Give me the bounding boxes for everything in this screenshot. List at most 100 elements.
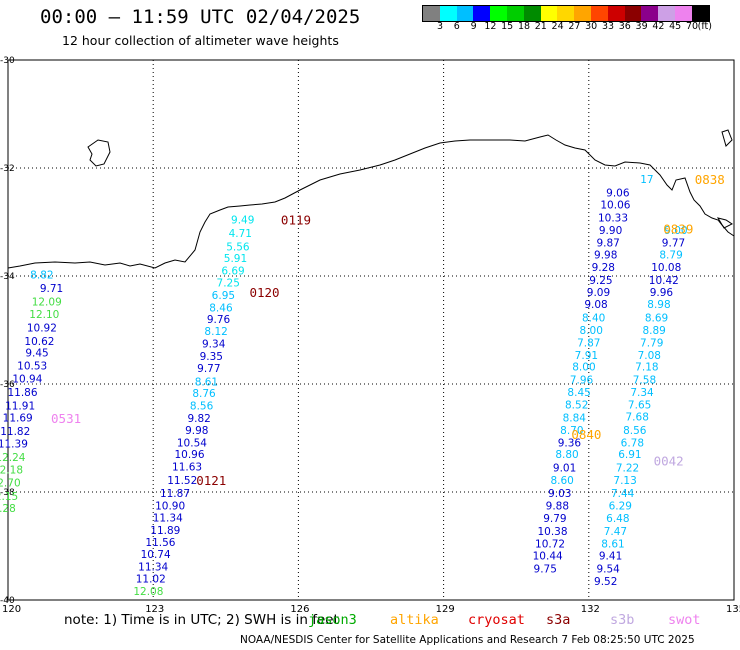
pass-labels-s3a: 0120	[249, 285, 279, 300]
wave-height-value: 9.90	[599, 225, 622, 237]
wave-height-value: 12.08	[133, 586, 163, 598]
island-east	[721, 129, 733, 147]
color-scale-label: 39	[635, 21, 648, 32]
wave-height-value: 11.86	[7, 387, 37, 399]
wave-height-value: 17	[640, 174, 653, 186]
wave-height-value: 10.92	[27, 322, 57, 334]
pass-s3a-0119: 9.49 4.715.565.916.697.256.958.469.768.12…	[133, 212, 311, 598]
color-swatch	[540, 6, 558, 21]
wave-height-value: 8.84	[563, 412, 587, 424]
lat-tick-label: -32	[0, 164, 15, 174]
wave-height-value: 8.82	[30, 269, 53, 281]
wave-height-value: 11.69	[3, 412, 33, 424]
wave-height-value: 7.44	[611, 488, 635, 500]
wave-height-value: 9.88	[546, 501, 569, 513]
lat-tick-label: -34	[0, 272, 15, 282]
wave-height-value: 9.03	[548, 488, 571, 500]
color-scale-label: 9	[470, 21, 477, 32]
wave-height-value: 6.95	[212, 290, 235, 302]
footer-note: note: 1) Time is in UTC; 2) SWH is in fe…	[64, 612, 339, 628]
color-swatch	[490, 6, 507, 21]
wave-height-value: 7.25	[217, 277, 240, 289]
wave-height-value: 9.09	[587, 287, 610, 299]
color-scale-bar	[422, 5, 710, 22]
wave-height-value: 10.90	[155, 501, 185, 513]
wave-height-value: 14.28	[0, 503, 16, 515]
wave-height-value: 10.44	[533, 551, 563, 563]
color-swatch	[506, 6, 524, 21]
pass-time-label: 0839	[663, 221, 693, 236]
color-swatch	[574, 6, 591, 21]
color-scale-label: 15	[501, 21, 514, 32]
color-swatch	[624, 6, 642, 21]
wave-height-value: 11.34	[153, 512, 183, 524]
wave-height-value: 8.46	[209, 302, 233, 314]
wave-height-value: 8.60	[550, 475, 573, 487]
wave-height-value: 11.02	[136, 573, 166, 585]
wave-height-value: 8.61	[601, 538, 624, 550]
wave-height-value: 9.25	[589, 275, 612, 287]
wave-height-value: 5.91	[224, 253, 247, 265]
wave-height-value: 9.77	[662, 238, 685, 250]
pass-time-label: 0531	[51, 411, 81, 426]
wave-height-value: 7.87	[577, 337, 600, 349]
wave-height-value: 9.00	[664, 225, 687, 237]
wave-height-value: 11.87	[160, 488, 190, 500]
wave-height-value: 10.42	[649, 275, 679, 287]
wave-height-value: 10.94	[12, 374, 42, 386]
pass-time-label: 0838	[695, 172, 725, 187]
wave-height-value: 8.98	[647, 299, 670, 311]
color-scale-label: 6	[453, 21, 460, 32]
wave-height-value: 9.45	[25, 348, 48, 360]
lat-tick-label: -38	[0, 488, 15, 498]
color-scale-label: 45	[669, 21, 682, 32]
color-swatch	[557, 6, 575, 21]
color-scale-labels: 3 6 9 12 15 18 21 24 27 30 33 36 39 42 45 70 (ft)	[424, 21, 740, 33]
color-swatch	[641, 6, 659, 21]
wave-height-value: 8.52	[565, 400, 588, 412]
wave-height-value: 12.18	[0, 464, 23, 476]
page-title: 00:00 – 11:59 UTC 02/04/2025	[40, 6, 361, 28]
color-swatch	[523, 6, 541, 21]
color-scale-label: 3	[436, 21, 444, 32]
wave-height-value: 8.69	[645, 313, 668, 325]
color-scale-unit: (ft)	[697, 21, 712, 32]
color-swatch	[691, 6, 709, 21]
pass-time-label: 0121	[196, 473, 226, 488]
wave-height-value: 9.77	[197, 363, 220, 375]
lat-tick-label: -36	[0, 380, 15, 390]
wave-height-value: 10.72	[535, 538, 565, 550]
wave-height-value: 9.98	[185, 425, 208, 437]
wave-height-value: 7.18	[635, 362, 658, 374]
wave-height-value: 6.69	[221, 266, 244, 278]
page-subtitle: 12 hour collection of altimeter wave hei…	[62, 33, 339, 48]
wave-height-value: 7.47	[604, 526, 627, 538]
color-swatch	[590, 6, 608, 21]
lon-tick-label: 123	[145, 604, 164, 615]
wave-height-value: 7.68	[626, 411, 649, 423]
color-scale-label: 36	[618, 21, 631, 32]
wave-height-value: 11.91	[5, 401, 35, 413]
lon-tick-label: 132	[581, 604, 600, 615]
wave-height-value: 11.56	[145, 537, 175, 549]
lat-tick-label: -30	[0, 56, 15, 66]
color-scale-label: 12	[484, 21, 497, 32]
wave-height-value: 8.76	[192, 388, 216, 400]
wave-height-value: 7.13	[613, 475, 636, 487]
footer-credit: NOAA/NESDIS Center for Satellite Applica…	[240, 634, 695, 646]
wave-height-value: 12.10	[29, 309, 59, 321]
color-swatch	[658, 6, 675, 21]
color-swatch	[423, 6, 440, 21]
wave-height-value: 6.91	[618, 449, 641, 461]
graticule-grid	[8, 60, 734, 600]
wave-height-value: 10.06	[600, 200, 630, 212]
wave-height-value: 9.08	[584, 299, 607, 311]
wave-height-value: 9.35	[200, 351, 223, 363]
pass-time-label: 0120	[249, 285, 279, 300]
color-swatch	[456, 6, 474, 21]
pass-labels-s3a-2: 0121	[196, 473, 226, 488]
pass-s3b-0042: 9.009.778.7910.0810.429.968.988.698.897.…	[594, 225, 688, 588]
island-north	[87, 139, 111, 167]
wave-height-value: 11.89	[150, 525, 180, 537]
